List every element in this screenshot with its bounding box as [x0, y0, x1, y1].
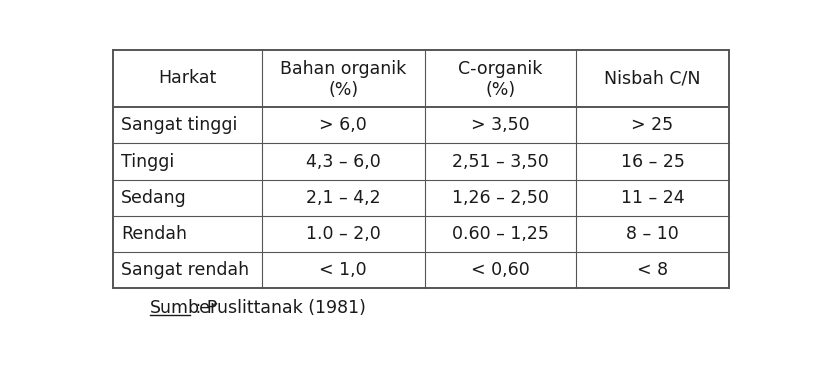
Text: 2,51 – 3,50: 2,51 – 3,50	[452, 153, 549, 171]
Text: Bahan organik: Bahan organik	[280, 59, 406, 77]
Text: (%): (%)	[485, 81, 515, 99]
Text: (%): (%)	[328, 81, 358, 99]
Text: Rendah: Rendah	[121, 225, 187, 243]
Text: 2,1 – 4,2: 2,1 – 4,2	[306, 189, 381, 207]
Text: < 8: < 8	[637, 261, 668, 279]
Text: 0.60 – 1,25: 0.60 – 1,25	[452, 225, 549, 243]
Text: 1.0 – 2,0: 1.0 – 2,0	[306, 225, 381, 243]
Text: : Puslittanak (1981): : Puslittanak (1981)	[190, 299, 366, 317]
Text: 8 – 10: 8 – 10	[626, 225, 679, 243]
Text: > 3,50: > 3,50	[471, 116, 530, 134]
Text: Sedang: Sedang	[121, 189, 186, 207]
Text: Sumber: Sumber	[149, 299, 218, 317]
Text: Sangat rendah: Sangat rendah	[121, 261, 249, 279]
Text: 16 – 25: 16 – 25	[620, 153, 685, 171]
Text: Tinggi: Tinggi	[121, 153, 174, 171]
Text: < 0,60: < 0,60	[471, 261, 530, 279]
Text: Nisbah C/N: Nisbah C/N	[604, 69, 700, 88]
Text: 4,3 – 6,0: 4,3 – 6,0	[306, 153, 381, 171]
Text: 1,26 – 2,50: 1,26 – 2,50	[452, 189, 549, 207]
Text: Harkat: Harkat	[158, 69, 217, 88]
Text: Sangat tinggi: Sangat tinggi	[121, 116, 237, 134]
Text: > 6,0: > 6,0	[320, 116, 368, 134]
Text: < 1,0: < 1,0	[320, 261, 367, 279]
Text: > 25: > 25	[631, 116, 673, 134]
Text: 11 – 24: 11 – 24	[620, 189, 684, 207]
Text: C-organik: C-organik	[458, 59, 542, 77]
